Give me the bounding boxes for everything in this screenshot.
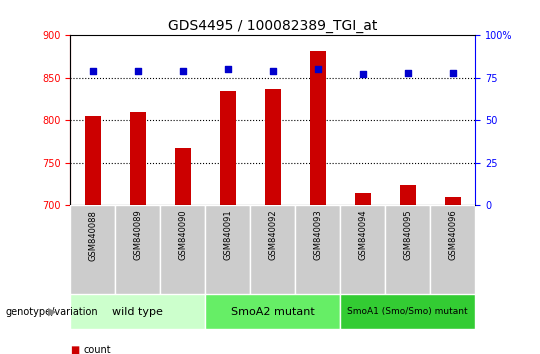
Text: GSM840092: GSM840092 (268, 210, 277, 261)
Bar (70, 294, 205, 329)
Text: genotype/variation: genotype/variation (5, 307, 98, 316)
Title: GDS4495 / 100082389_TGI_at: GDS4495 / 100082389_TGI_at (168, 19, 377, 33)
Point (268, 68, 277, 74)
Text: ■: ■ (70, 346, 79, 354)
Text: ▶: ▶ (48, 307, 57, 316)
Bar (310, 51, 326, 205)
Bar (340, 294, 475, 329)
Bar (220, 91, 235, 205)
Bar (430, 205, 475, 294)
Point (89, 68, 97, 74)
Point (313, 67, 322, 72)
Bar (445, 197, 461, 205)
Bar (295, 205, 340, 294)
Point (448, 70, 457, 76)
Point (403, 70, 412, 76)
Text: GSM840090: GSM840090 (178, 210, 187, 261)
Text: GSM840093: GSM840093 (313, 210, 322, 261)
Point (224, 67, 232, 72)
Point (133, 68, 142, 74)
Bar (70, 205, 115, 294)
Bar (400, 185, 416, 205)
Text: GSM840094: GSM840094 (358, 210, 367, 261)
Bar (385, 205, 430, 294)
Text: count: count (84, 346, 111, 354)
Text: GSM840095: GSM840095 (403, 210, 412, 261)
Bar (355, 193, 370, 205)
Bar (175, 148, 191, 205)
Bar (115, 205, 160, 294)
Text: wild type: wild type (112, 307, 163, 316)
Text: GSM840096: GSM840096 (448, 210, 457, 261)
Text: GSM840088: GSM840088 (88, 210, 97, 261)
Bar (265, 89, 281, 205)
Bar (85, 116, 100, 205)
Bar (205, 205, 250, 294)
Bar (340, 205, 385, 294)
Text: SmoA2 mutant: SmoA2 mutant (231, 307, 315, 316)
Point (359, 72, 367, 77)
Text: GSM840089: GSM840089 (133, 210, 142, 261)
Text: GSM840091: GSM840091 (223, 210, 232, 261)
Bar (160, 205, 205, 294)
Bar (205, 294, 340, 329)
Bar (250, 205, 295, 294)
Bar (130, 112, 146, 205)
Point (178, 68, 187, 74)
Text: SmoA1 (Smo/Smo) mutant: SmoA1 (Smo/Smo) mutant (347, 307, 468, 316)
